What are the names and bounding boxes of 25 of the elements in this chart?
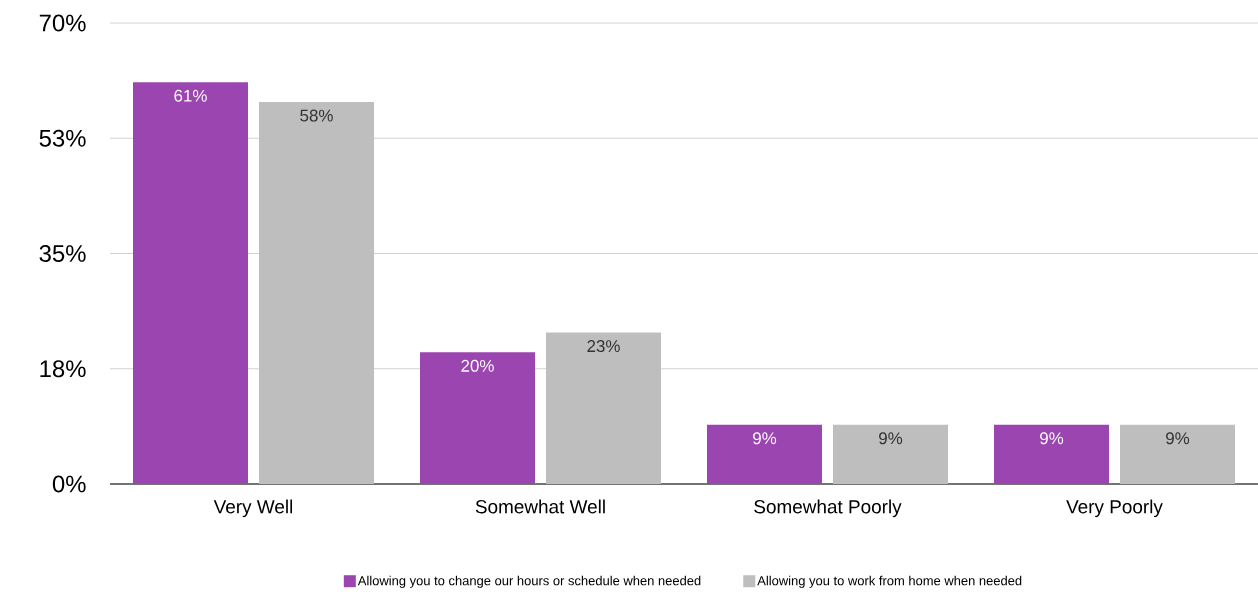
- data-label: 9%: [1166, 432, 1190, 445]
- data-label: 9%: [879, 432, 903, 445]
- data-label: 23%: [587, 340, 620, 353]
- y-tick-label: 18%: [40, 360, 86, 378]
- legend-label: Allowing you to change our hours or schedule when needed: [357, 575, 701, 588]
- data-label: 61%: [174, 89, 207, 102]
- legend-label: Allowing you to work from home when needed: [757, 575, 1022, 588]
- bar: [420, 352, 535, 484]
- x-tick-label: Somewhat Poorly: [754, 499, 902, 518]
- y-tick-label: 53%: [39, 129, 86, 147]
- bar: [1119, 424, 1235, 484]
- bar: [133, 82, 248, 484]
- y-tick-label: 35%: [39, 245, 86, 262]
- bar: [993, 424, 1109, 484]
- bar: [833, 424, 948, 484]
- x-tick-label: Somewhat Well: [475, 499, 605, 514]
- bar: [706, 424, 822, 484]
- y-tick-label: 70%: [39, 14, 86, 32]
- data-label: 58%: [300, 109, 333, 122]
- data-label: 20%: [461, 359, 494, 372]
- data-label: 9%: [753, 432, 777, 445]
- x-tick-label: Very Well: [213, 499, 293, 518]
- x-tick-label: Very Poorly: [1066, 499, 1163, 518]
- y-tick-label: 0%: [52, 475, 86, 493]
- data-label: 9%: [1040, 432, 1064, 445]
